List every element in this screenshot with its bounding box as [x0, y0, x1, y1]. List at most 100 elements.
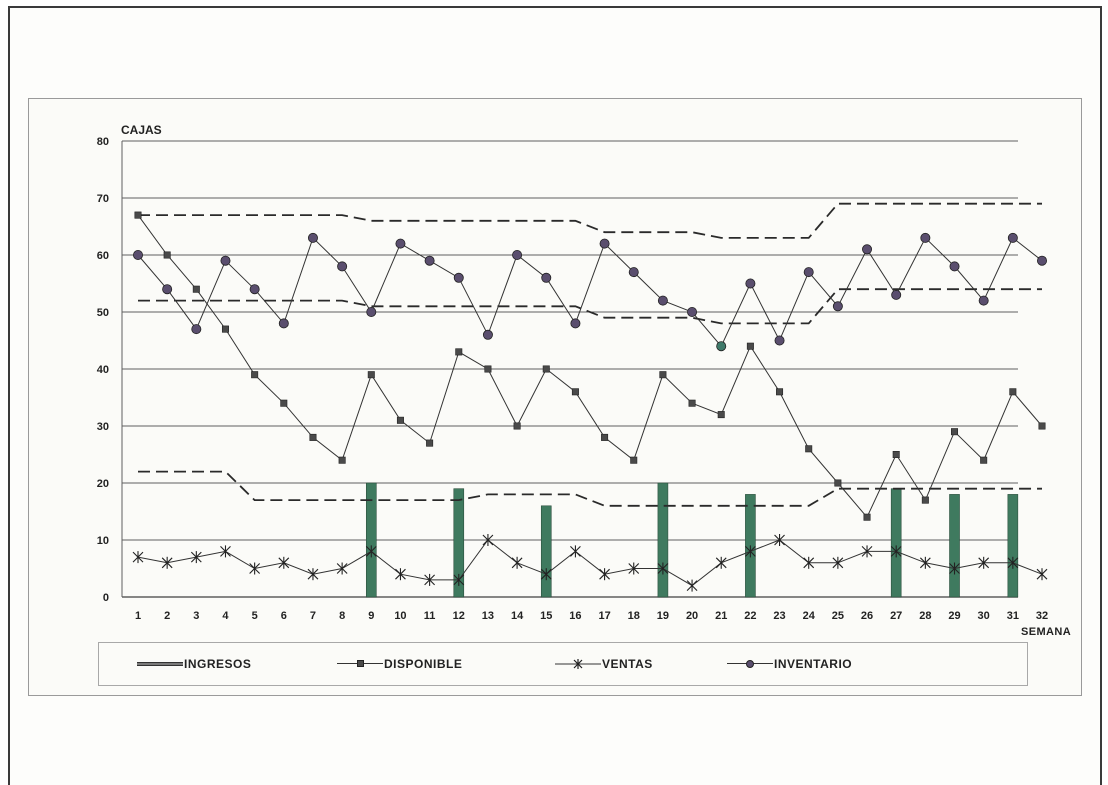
point-inventario	[249, 284, 260, 295]
x-tick-label: 28	[919, 610, 931, 622]
point-disponible	[805, 445, 813, 453]
point-disponible	[455, 348, 463, 356]
point-disponible	[542, 365, 550, 373]
point-ventas	[1036, 568, 1048, 581]
point-ventas	[744, 545, 756, 558]
point-disponible	[280, 399, 288, 407]
x-tick-label: 18	[628, 610, 640, 622]
y-tick-label: 60	[97, 250, 109, 262]
point-disponible	[192, 285, 200, 293]
point-ventas	[949, 562, 960, 575]
point-inventario	[774, 335, 785, 346]
point-inventario	[1007, 232, 1018, 243]
series-line-disponible	[137, 214, 1043, 519]
point-ventas	[190, 551, 202, 564]
point-ventas	[861, 545, 873, 558]
point-ventas	[395, 568, 406, 581]
point-ventas	[803, 556, 815, 569]
bar-ingresos	[540, 505, 552, 598]
point-inventario	[745, 278, 756, 289]
point-ventas	[570, 545, 581, 558]
x-tick-label: 10	[394, 610, 406, 622]
point-disponible	[921, 496, 929, 504]
point-inventario	[541, 272, 552, 283]
point-inventario	[920, 232, 931, 243]
x-tick-label: 15	[540, 610, 552, 622]
y-tick-label: 80	[97, 136, 109, 148]
y-tick-label: 10	[97, 535, 109, 547]
point-inventario	[949, 261, 960, 272]
point-inventario	[133, 249, 144, 260]
y-tick-label: 40	[97, 364, 109, 376]
point-disponible	[1009, 388, 1017, 396]
x-tick-label: 5	[252, 610, 258, 622]
point-ventas	[919, 556, 931, 569]
x-tick-label: 22	[744, 610, 756, 622]
point-disponible	[630, 456, 638, 464]
bar-ingresos	[657, 482, 669, 598]
point-ventas	[249, 562, 261, 575]
point-inventario	[687, 306, 698, 317]
point-ventas	[890, 545, 902, 558]
point-ventas	[511, 556, 523, 569]
point-disponible	[367, 371, 375, 379]
bar-ingresos	[1007, 494, 1019, 598]
point-ventas	[686, 579, 698, 592]
point-ventas	[657, 562, 669, 575]
point-ventas	[307, 568, 319, 581]
legend-label-ventas: VENTAS	[602, 657, 653, 671]
point-inventario	[1037, 255, 1048, 266]
x-tick-label: 20	[686, 610, 698, 622]
point-ventas	[832, 556, 844, 569]
x-tick-label: 31	[1007, 610, 1019, 622]
point-ventas	[220, 545, 231, 558]
point-ventas	[715, 556, 727, 569]
point-inventario	[366, 306, 377, 317]
y-tick-label: 50	[97, 307, 109, 319]
point-ventas	[978, 556, 990, 569]
point-inventario	[628, 267, 639, 278]
legend-item-disponible: DISPONIBLE	[337, 643, 462, 685]
point-inventario	[162, 284, 173, 295]
reference-line-3	[138, 470, 1042, 507]
point-disponible	[892, 450, 900, 458]
point-inventario	[278, 318, 289, 329]
point-disponible	[863, 513, 871, 521]
x-tick-label: 13	[482, 610, 494, 622]
legend-label-ingresos: INGRESOS	[184, 657, 252, 671]
bar-ingresos	[890, 488, 902, 598]
legend-label-disponible: DISPONIBLE	[384, 657, 463, 671]
x-tick-label: 29	[948, 610, 960, 622]
point-disponible	[717, 411, 725, 419]
point-inventario	[862, 244, 873, 255]
x-tick-label: 4	[222, 610, 229, 622]
x-tick-label: 17	[598, 610, 610, 622]
legend-label-inventario: INVENTARIO	[774, 657, 853, 671]
x-tick-label: 24	[803, 610, 816, 622]
x-tick-label: 7	[310, 610, 316, 622]
point-ventas	[599, 568, 610, 581]
bar-ingresos	[453, 488, 465, 598]
point-disponible	[1038, 422, 1046, 430]
x-tick-label: 6	[281, 610, 287, 622]
x-tick-label: 30	[978, 610, 990, 622]
y-axis-title: CAJAS	[121, 123, 162, 137]
x-tick-label: 21	[715, 610, 727, 622]
x-tick-label: 19	[657, 610, 669, 622]
point-disponible	[776, 388, 784, 396]
legend-circle-marker-icon	[727, 657, 773, 671]
point-inventario	[832, 301, 843, 312]
point-ventas	[161, 556, 173, 569]
point-disponible	[659, 371, 667, 379]
x-tick-label: 12	[453, 610, 465, 622]
point-disponible	[746, 342, 754, 350]
x-tick-label: 27	[890, 610, 902, 622]
point-inventario	[307, 232, 318, 243]
point-inventario	[657, 295, 668, 306]
x-tick-label: 8	[339, 610, 345, 622]
x-tick-label: 14	[511, 610, 524, 622]
point-disponible	[134, 211, 142, 219]
legend-item-ventas: VENTAS	[555, 643, 653, 685]
legend-asterisk-marker-icon	[555, 657, 601, 671]
x-tick-label: 11	[424, 610, 436, 622]
